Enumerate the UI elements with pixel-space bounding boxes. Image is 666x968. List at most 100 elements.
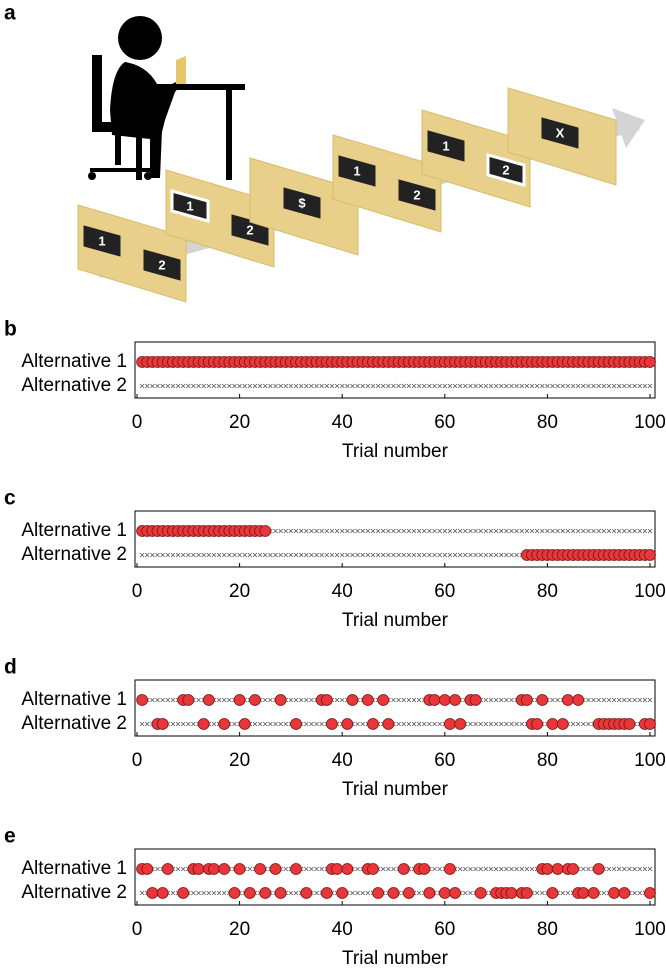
cross xyxy=(647,528,653,534)
cross xyxy=(468,528,473,534)
cross xyxy=(586,383,591,389)
cross xyxy=(432,383,437,389)
cross xyxy=(550,383,555,389)
choice-dot xyxy=(438,887,451,899)
choice-dot xyxy=(331,863,343,875)
cross xyxy=(514,721,519,727)
choice-dot xyxy=(202,694,215,706)
cross xyxy=(319,866,324,872)
row-label: Alternative 1 xyxy=(21,689,127,710)
choice-dot xyxy=(182,694,195,706)
cross xyxy=(421,383,427,389)
cross xyxy=(570,721,576,727)
choice-dot xyxy=(320,694,333,706)
choice-dot xyxy=(444,718,456,730)
cross xyxy=(411,528,417,534)
cross xyxy=(468,890,473,896)
cross xyxy=(314,890,319,896)
choice-dot xyxy=(587,887,600,899)
cross xyxy=(632,528,637,534)
x-tick-label: 20 xyxy=(229,750,250,771)
cross xyxy=(375,552,381,558)
cross xyxy=(539,528,545,534)
plot-frame xyxy=(134,679,656,737)
cross xyxy=(288,890,294,896)
cross xyxy=(283,721,289,727)
choice-dot xyxy=(192,863,205,875)
choice-dot xyxy=(238,718,251,730)
cross xyxy=(406,383,412,389)
cross xyxy=(509,697,514,703)
choice-dot xyxy=(259,525,272,537)
unchosen-markers xyxy=(139,383,653,389)
choice-dot xyxy=(372,887,385,899)
cross xyxy=(457,528,463,534)
cross xyxy=(288,528,294,534)
cross xyxy=(498,383,504,389)
choice-dot xyxy=(218,718,231,730)
cross xyxy=(411,552,417,558)
cross xyxy=(437,552,442,558)
x-tick-label: 60 xyxy=(434,412,455,433)
cross xyxy=(468,866,473,872)
choice-dot xyxy=(259,887,272,899)
cross xyxy=(396,552,401,558)
cross xyxy=(278,721,283,727)
cross xyxy=(504,552,509,558)
cross xyxy=(586,697,591,703)
cross xyxy=(216,890,222,896)
cross xyxy=(514,383,519,389)
key-label: 1 xyxy=(353,163,360,178)
row-label: Alternative 2 xyxy=(21,544,127,565)
cross xyxy=(227,383,232,389)
cross xyxy=(586,528,591,534)
cross xyxy=(360,528,366,534)
cross xyxy=(232,721,237,727)
cross xyxy=(473,552,478,558)
choice-dot xyxy=(377,694,390,706)
cross xyxy=(509,528,514,534)
choice-dot xyxy=(551,863,564,875)
panel-label: c xyxy=(4,487,16,510)
cross xyxy=(406,552,412,558)
person xyxy=(88,16,245,180)
cross xyxy=(273,552,278,558)
cross xyxy=(606,866,612,872)
cross xyxy=(601,697,607,703)
cross xyxy=(278,383,283,389)
choice-dot xyxy=(474,887,487,899)
key-label: 2 xyxy=(413,187,420,202)
x-axis-label: Trial number xyxy=(342,610,449,631)
choice-dot xyxy=(249,694,261,706)
cross xyxy=(627,866,632,872)
cross xyxy=(324,528,330,534)
cross xyxy=(252,721,258,727)
cross xyxy=(647,383,653,389)
choice-dot xyxy=(531,718,544,730)
cross xyxy=(380,383,386,389)
choice-dot xyxy=(346,694,359,706)
cross xyxy=(463,383,468,389)
cross xyxy=(370,383,376,389)
x-tick-label: 20 xyxy=(229,919,250,940)
cross xyxy=(575,721,581,727)
cross xyxy=(309,552,314,558)
cross xyxy=(150,552,155,558)
cross xyxy=(442,528,448,534)
x-tick-label: 20 xyxy=(229,412,250,433)
cross xyxy=(324,383,330,389)
cross xyxy=(463,552,468,558)
cross xyxy=(411,697,417,703)
cross xyxy=(622,866,627,872)
cross xyxy=(622,383,627,389)
cross xyxy=(416,721,422,727)
choice-dot xyxy=(387,887,400,899)
cross xyxy=(319,552,324,558)
cross xyxy=(457,866,463,872)
cross xyxy=(601,890,607,896)
cross xyxy=(237,383,242,389)
cross xyxy=(262,697,268,703)
cross xyxy=(170,697,176,703)
cross xyxy=(427,552,432,558)
cross xyxy=(221,890,227,896)
